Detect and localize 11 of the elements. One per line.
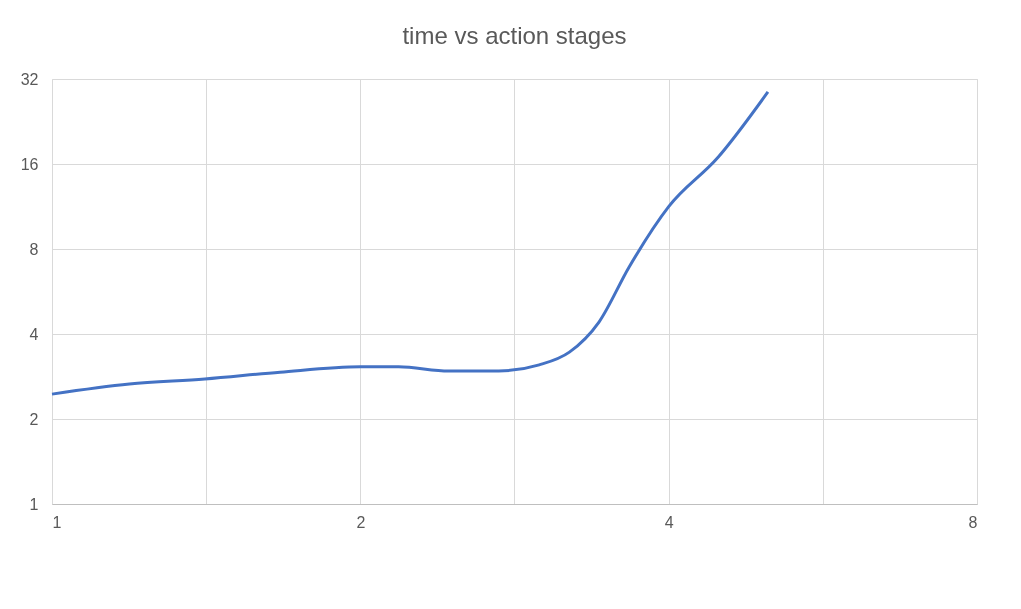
y-tick-label: 4 [29,325,39,343]
x-tick-label: 1 [52,513,62,531]
x-tick-label: 8 [968,513,978,531]
y-tick-label: 1 [29,495,39,513]
y-tick-label: 2 [29,410,39,428]
chart-title: time vs action stages [402,22,627,49]
x-tick-label: 4 [664,513,674,531]
x-tick-label: 2 [356,513,366,531]
y-tick-label: 8 [29,240,39,258]
y-tick-label: 16 [20,155,39,173]
y-tick-label: 32 [20,70,39,88]
